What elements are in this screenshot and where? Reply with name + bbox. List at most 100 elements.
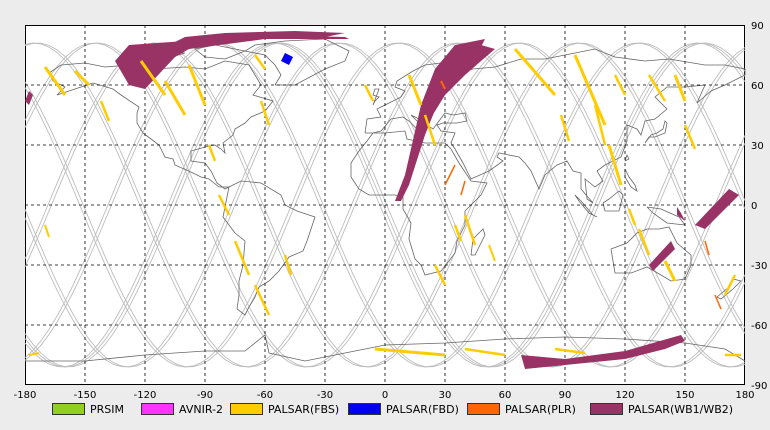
swath-strip: [647, 74, 667, 102]
x-tick-labels: -180 -150 -120 -90 -60 -30 0 30 60 90 120 150 180: [14, 390, 755, 401]
swath-strip: [259, 100, 271, 126]
swath-area: [169, 31, 345, 45]
x-tick-label: -30: [317, 390, 333, 401]
x-tick-label: -90: [197, 390, 213, 401]
swath-strip: [464, 347, 506, 357]
swath-strip: [99, 100, 111, 122]
land-outline: [602, 190, 624, 212]
legend-item-palsar-fbs: PALSAR(FBS): [230, 401, 339, 417]
land-outline: [194, 44, 247, 60]
x-tick-label: -150: [74, 390, 97, 401]
swath-strip: [573, 54, 607, 126]
legend-swatch: [348, 403, 381, 415]
swath-strip: [28, 352, 40, 356]
swath-strip: [607, 144, 623, 186]
swath-area: [115, 35, 349, 89]
observation-swaths: [25, 31, 741, 369]
land-outline: [644, 120, 668, 144]
land-outline: [350, 130, 488, 276]
swath-strip: [139, 60, 167, 96]
legend-swatch: [141, 403, 174, 415]
swath-strip: [44, 224, 50, 238]
land-outline: [25, 334, 746, 362]
swath-area: [421, 45, 495, 125]
legend: PRSIM AVNIR-2 PALSAR(FBS) PALSAR(FBD) PA…: [0, 401, 770, 425]
swath-strip: [73, 69, 91, 87]
y-tick-label: 30: [751, 141, 764, 152]
swath-area: [281, 53, 293, 65]
legend-item-avnir2: AVNIR-2: [141, 401, 223, 417]
legend-swatch: [52, 403, 85, 415]
land-outline: [624, 168, 638, 192]
swath-strip: [593, 104, 607, 146]
swath-strip: [613, 74, 627, 96]
swath-strip: [637, 228, 651, 256]
swath-strip: [453, 224, 463, 242]
legend-label: PALSAR(FBD): [386, 402, 459, 416]
swath-strip: [554, 347, 586, 355]
x-tick-label: 90: [559, 390, 572, 401]
legend-swatch: [590, 403, 623, 415]
y-tick-label: -90: [751, 381, 767, 392]
swath-strip: [704, 240, 710, 256]
legend-item-palsar-plr: PALSAR(PLR): [467, 401, 576, 417]
y-tick-label: 90: [751, 21, 764, 32]
swath-strip: [723, 274, 737, 296]
swath-strip: [433, 264, 447, 286]
swath-area: [25, 91, 33, 105]
swath-strip: [559, 114, 571, 142]
swath-area: [677, 207, 685, 221]
legend-item-palsar-wb: PALSAR(WB1/WB2): [590, 401, 733, 417]
x-tick-label: -60: [257, 390, 273, 401]
swath-strip: [444, 164, 456, 186]
swath-strip: [683, 124, 697, 150]
land-outline: [610, 226, 692, 282]
swath-strip: [283, 254, 293, 276]
y-tick-label: -60: [751, 321, 767, 332]
y-tick-label: 0: [751, 201, 757, 212]
swath-strip: [187, 64, 207, 106]
land-outline: [574, 194, 598, 218]
swath-strip: [460, 180, 466, 196]
swath-strip: [253, 54, 267, 70]
swath-strip: [253, 284, 271, 316]
x-tick-label: 30: [439, 390, 452, 401]
land-outlines: [25, 38, 746, 362]
swath-strip: [43, 66, 67, 96]
legend-label: PRSIM: [90, 402, 124, 416]
x-tick-label: -180: [14, 390, 37, 401]
land-outline: [364, 48, 746, 204]
x-tick-label: 180: [735, 390, 754, 401]
swath-strip: [363, 84, 375, 102]
swath-strip: [673, 74, 687, 102]
legend-item-prsim: PRSIM: [52, 401, 124, 417]
swath-strip: [423, 114, 437, 146]
land-outline: [48, 60, 274, 190]
y-tick-label: 60: [751, 81, 764, 92]
legend-item-palsar-fbd: PALSAR(FBD): [348, 401, 459, 417]
y-tick-label: -30: [751, 261, 767, 272]
legend-label: PALSAR(WB1/WB2): [628, 402, 734, 416]
land-outline: [624, 153, 630, 162]
legend-label: PALSAR(FBS): [268, 402, 340, 416]
y-tick-labels: 90 60 30 0 -30 -60 -90: [751, 21, 767, 392]
swath-strip: [440, 80, 446, 90]
land-outline: [222, 180, 316, 316]
swath-strip: [627, 208, 637, 226]
swath-strip: [163, 80, 187, 116]
swath-strip: [663, 260, 677, 282]
swath-strip: [374, 347, 446, 357]
swath-area: [695, 189, 739, 229]
x-tick-label: 0: [382, 390, 388, 401]
legend-swatch: [230, 403, 263, 415]
land-outline: [372, 88, 380, 106]
swath-strip: [714, 294, 722, 310]
x-tick-label: -120: [134, 390, 157, 401]
swath-strip: [233, 240, 251, 276]
legend-label: AVNIR-2: [179, 402, 223, 416]
x-tick-label: 60: [499, 390, 512, 401]
swath-strip: [513, 48, 557, 96]
legend-swatch: [467, 403, 500, 415]
swath-strip: [407, 74, 423, 106]
